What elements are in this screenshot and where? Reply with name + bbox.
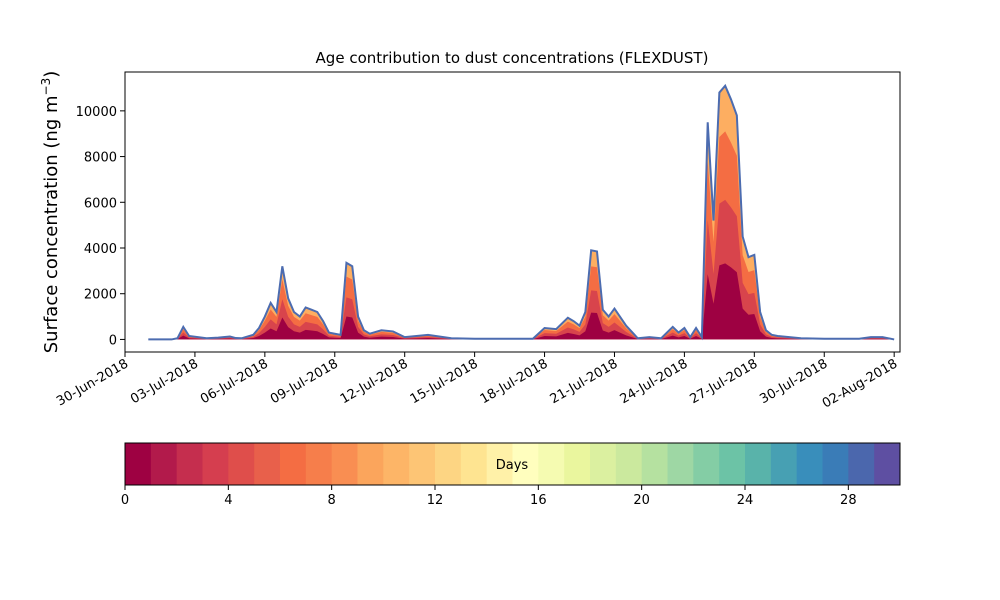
colorbar-bin — [150, 443, 178, 485]
y-tick-label: 0 — [109, 333, 117, 348]
colorbar-bin — [719, 443, 746, 485]
colorbar-ticks: 0 4 8 12 16 20 24 28 — [121, 485, 857, 508]
x-tick-label: 27-Jul-2018 — [688, 356, 761, 407]
colorbar-bin — [615, 443, 643, 485]
y-tick-label: 6000 — [84, 196, 117, 211]
colorbar-bin — [641, 443, 668, 485]
colorbar — [125, 443, 901, 485]
y-axis-label-close: ) — [41, 71, 62, 78]
total-concentration-line — [148, 83, 895, 341]
x-axis: 30-Jun-201803-Jul-201806-Jul-201809-Jul-… — [54, 352, 900, 412]
x-tick-label: 12-Jul-2018 — [338, 356, 411, 407]
colorbar-bin — [848, 443, 875, 485]
x-tick-label: 02-Aug-2018 — [820, 356, 900, 411]
colorbar-bin — [460, 443, 488, 485]
y-axis-label: Surface concentration (ng m−3) — [39, 71, 62, 354]
x-tick-label: 06-Jul-2018 — [198, 356, 271, 407]
colorbar-bin — [538, 443, 565, 485]
chart-title: Age contribution to dust concentrations … — [316, 49, 709, 67]
x-tick-label: 21-Jul-2018 — [548, 356, 621, 407]
colorbar-bin — [125, 443, 152, 485]
colorbar-label: Days — [496, 458, 529, 473]
colorbar-tick-label: 28 — [840, 493, 857, 508]
x-tick-label: 09-Jul-2018 — [268, 356, 341, 407]
colorbar-bin — [564, 443, 591, 485]
colorbar-tick-label: 12 — [427, 493, 444, 508]
colorbar-tick-label: 4 — [224, 493, 232, 508]
colorbar-bin — [822, 443, 849, 485]
colorbar-bin — [305, 443, 333, 485]
colorbar-bin — [331, 443, 358, 485]
x-tick-label: 30-Jun-2018 — [54, 356, 131, 409]
colorbar-tick-label: 0 — [121, 493, 129, 508]
colorbar-bin — [228, 443, 255, 485]
colorbar-tick-label: 20 — [633, 493, 650, 508]
colorbar-tick-label: 24 — [737, 493, 754, 508]
colorbar-bin — [254, 443, 281, 485]
y-tick-label: 4000 — [84, 242, 117, 257]
colorbar-bin — [667, 443, 694, 485]
plot-frame — [124, 71, 901, 353]
colorbar-bin — [874, 443, 901, 485]
colorbar-tick-label: 16 — [530, 493, 547, 508]
colorbar-bin — [176, 443, 203, 485]
colorbar-bin — [770, 443, 798, 485]
y-tick-label: 8000 — [84, 151, 117, 166]
y-axis-label-main: Surface concentration (ng m — [41, 95, 62, 353]
colorbar-bin — [357, 443, 384, 485]
age-layer-youngest — [148, 263, 895, 340]
colorbar-bin — [435, 443, 462, 485]
x-tick-label: 03-Jul-2018 — [128, 356, 201, 407]
colorbar-bin — [745, 443, 772, 485]
y-axis: 0 2000 4000 6000 8000 10000 — [76, 105, 125, 348]
age-layer-older — [148, 85, 895, 340]
colorbar-bin — [280, 443, 307, 485]
colorbar-bin — [796, 443, 823, 485]
colorbar-bin — [590, 443, 617, 485]
plot-area — [148, 83, 895, 341]
x-tick-label: 15-Jul-2018 — [408, 356, 481, 407]
colorbar-bin — [409, 443, 436, 485]
colorbar-bin — [383, 443, 410, 485]
x-tick-label: 18-Jul-2018 — [478, 356, 551, 407]
y-tick-label: 2000 — [84, 288, 117, 303]
age-layer-young — [148, 199, 895, 340]
colorbar-bin — [693, 443, 720, 485]
y-axis-label-superscript: −3 — [39, 78, 53, 96]
colorbar-bin — [202, 443, 229, 485]
colorbar-tick-label: 8 — [328, 493, 336, 508]
y-tick-label: 10000 — [76, 105, 117, 120]
colorbar-bin — [486, 443, 513, 485]
x-tick-label: 24-Jul-2018 — [618, 356, 691, 407]
colorbar-bin — [512, 443, 539, 485]
age-layer-mid — [148, 131, 895, 340]
colorbar-frame — [124, 442, 901, 486]
